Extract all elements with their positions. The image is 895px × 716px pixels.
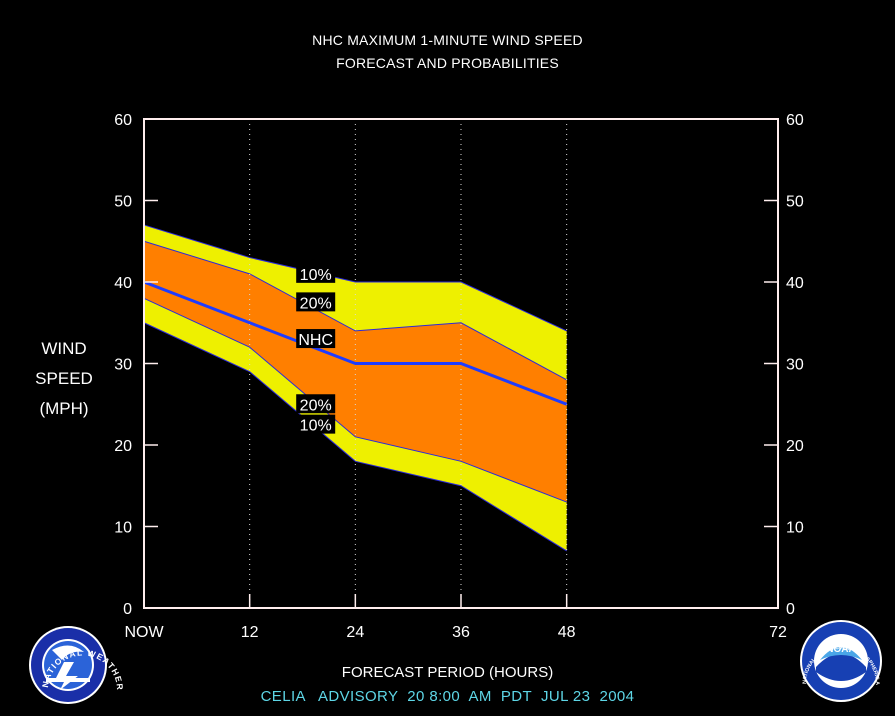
y-tick-label-right-50: 50: [786, 194, 804, 211]
chart-title-line-1: NHC MAXIMUM 1-MINUTE WIND SPEED: [312, 32, 583, 48]
x-axis-label: FORECAST PERIOD (HOURS): [341, 664, 554, 681]
band-labels: 10% 20% NHC 20% 10%: [296, 263, 336, 435]
forecast-line-nhc: [143, 280, 568, 406]
x-tick-label-NOW: NOW: [124, 624, 164, 641]
y-tick-label-right-10: 10: [786, 520, 804, 537]
band-label-3: 20%: [300, 397, 332, 414]
x-tick-label-12: 12: [241, 624, 259, 641]
y-tick-label-left-20: 20: [114, 438, 132, 455]
y-tick-label-left-30: 30: [114, 357, 132, 374]
y-tick-label-right-0: 0: [786, 601, 795, 618]
x-tick-label-36: 36: [452, 624, 470, 641]
y-axis-label-line-1: WIND: [41, 339, 87, 358]
y-tick-label-right-40: 40: [786, 275, 804, 292]
y-tick-label-right-60: 60: [786, 112, 804, 129]
x-tick-label-48: 48: [558, 624, 576, 641]
band-label-2: NHC: [298, 332, 333, 349]
band-inner-upper-edge: [143, 240, 567, 381]
y-tick-label-right-30: 30: [786, 357, 804, 374]
y-tick-label-left-10: 10: [114, 520, 132, 537]
y-axis-label-line-3: (MPH): [39, 399, 89, 418]
band-label-box-4: [296, 414, 336, 434]
band-label-box-0: [296, 263, 336, 283]
band-inner-lower-edge: [143, 297, 567, 503]
band-label-box-3: [296, 394, 336, 414]
band-inner-area: [144, 241, 567, 503]
band-outer-lower-edge: [143, 322, 567, 552]
y-tick-label-left-0: 0: [123, 601, 132, 618]
forecast-line-layer: [143, 280, 568, 406]
y-tick-label-left-40: 40: [114, 275, 132, 292]
band-label-1: 20%: [300, 295, 332, 312]
y-tick-label-left-50: 50: [114, 194, 132, 211]
axis-ticks: 0 0 10 10 20 20 30 30 40 40 50 50 60 60 NOW 12 24 36 48 72: [114, 112, 804, 641]
chart-title-line-2: FORECAST AND PROBABILITIES: [336, 55, 559, 71]
y-axis-label-line-2: SPEED: [35, 369, 93, 388]
band-outer-upper-edge: [143, 224, 567, 332]
band-label-box-1: [296, 292, 336, 312]
advisory-line: CELIA ADVISORY 20 8:00 AM PDT JUL 23 200…: [260, 688, 635, 705]
band-label-box-2: [296, 329, 336, 349]
band-label-4: 10%: [300, 418, 332, 435]
probability-bands: [143, 224, 567, 552]
x-tick-label-24: 24: [346, 624, 364, 641]
band-label-0: 10%: [300, 267, 332, 284]
y-tick-label-left-60: 60: [114, 112, 132, 129]
x-tick-label-72: 72: [769, 624, 787, 641]
y-tick-label-right-20: 20: [786, 438, 804, 455]
noaa-logo-label: NOAA: [826, 644, 855, 655]
